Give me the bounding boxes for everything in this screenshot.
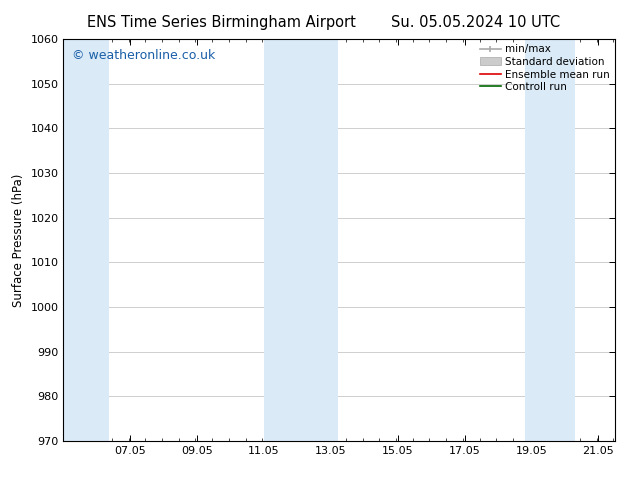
Text: © weatheronline.co.uk: © weatheronline.co.uk <box>72 49 215 62</box>
Bar <box>264 39 337 441</box>
Legend: min/max, Standard deviation, Ensemble mean run, Controll run: min/max, Standard deviation, Ensemble me… <box>478 42 612 94</box>
Y-axis label: Surface Pressure (hPa): Surface Pressure (hPa) <box>12 173 25 307</box>
Bar <box>63 39 108 441</box>
Text: Su. 05.05.2024 10 UTC: Su. 05.05.2024 10 UTC <box>391 15 560 30</box>
Bar <box>525 39 575 441</box>
Text: ENS Time Series Birmingham Airport: ENS Time Series Birmingham Airport <box>87 15 356 30</box>
